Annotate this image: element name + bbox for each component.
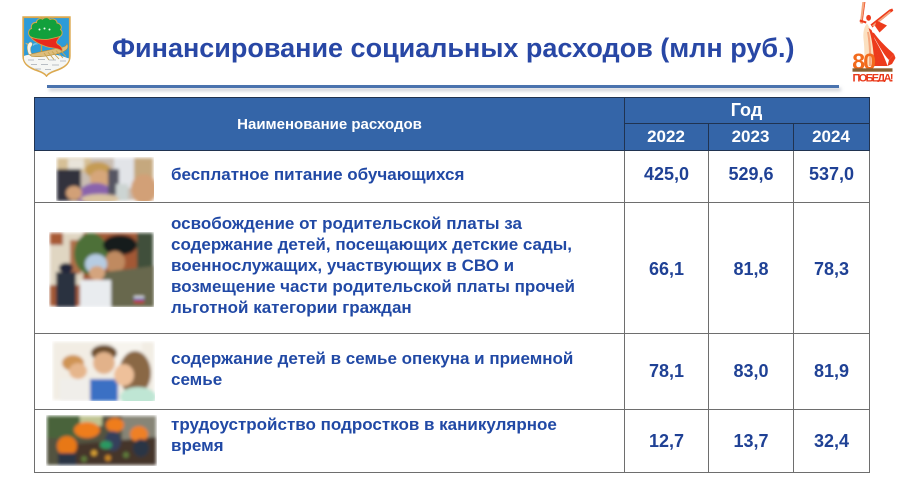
svg-text:ПОБЕДА!: ПОБЕДА! <box>853 73 894 83</box>
